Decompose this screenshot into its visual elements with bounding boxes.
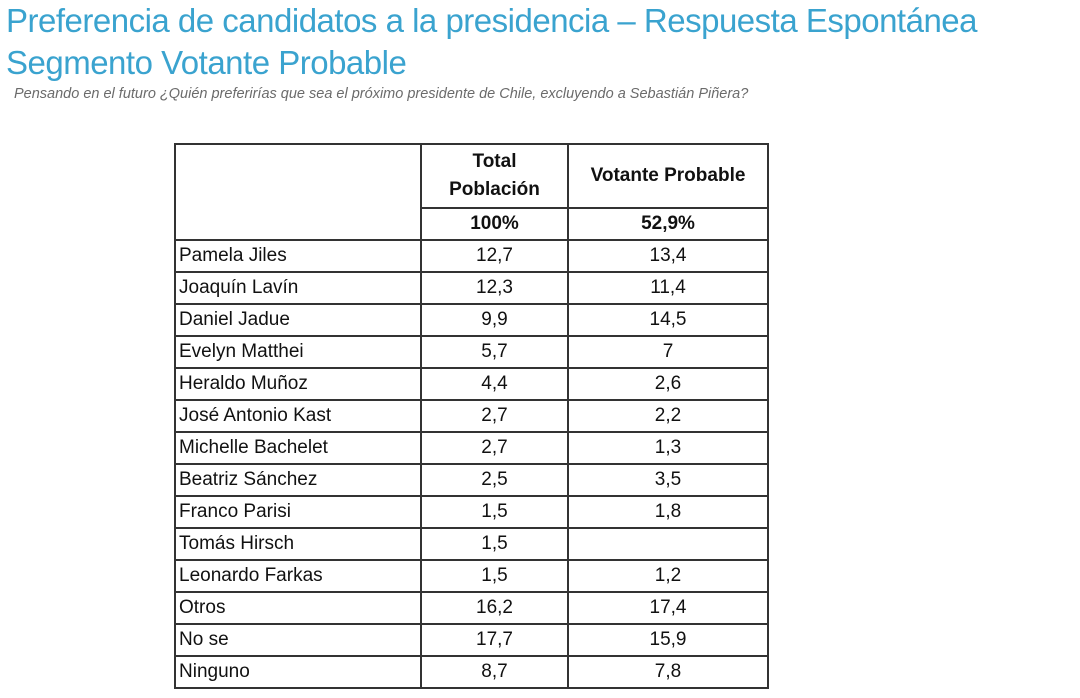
candidate-name: Pamela Jiles [174, 239, 422, 273]
candidate-name: No se [174, 623, 422, 657]
total-poblacion-value: 16,2 [420, 591, 569, 625]
candidate-name: Otros [174, 591, 422, 625]
candidate-name: Ninguno [174, 655, 422, 689]
votante-probable-value: 13,4 [567, 239, 769, 273]
votante-probable-value: 7,8 [567, 655, 769, 689]
votante-probable-value: 15,9 [567, 623, 769, 657]
header-totals-row: 100% 52,9% [175, 207, 769, 241]
total-poblacion-value: 9,9 [420, 303, 569, 337]
header-row: Total Población Votante Probable [174, 143, 769, 241]
table-row: Michelle Bachelet 2,7 1,3 [174, 431, 769, 465]
votante-probable-value: 7 [567, 335, 769, 369]
votante-probable-value: 1,2 [567, 559, 769, 593]
candidate-name: Franco Parisi [174, 495, 422, 529]
candidate-name: Evelyn Matthei [174, 335, 422, 369]
votante-probable-value [567, 527, 769, 561]
votante-probable-value: 2,2 [567, 399, 769, 433]
candidate-name: Leonardo Farkas [174, 559, 422, 593]
total-poblacion-value: 2,7 [420, 399, 569, 433]
votante-probable-percent: 52,9% [567, 207, 769, 241]
total-poblacion-value: 1,5 [420, 527, 569, 561]
table-row: José Antonio Kast 2,7 2,2 [174, 399, 769, 433]
page-title: Preferencia de candidatos a la presidenc… [6, 0, 978, 84]
table-row: Ninguno 8,7 7,8 [174, 655, 769, 689]
total-poblacion-value: 17,7 [420, 623, 569, 657]
total-poblacion-value: 4,4 [420, 367, 569, 401]
total-poblacion-value: 12,7 [420, 239, 569, 273]
candidate-name: Daniel Jadue [174, 303, 422, 337]
votante-probable-value: 1,3 [567, 431, 769, 465]
table-row: Evelyn Matthei 5,7 7 [174, 335, 769, 369]
empty-header-cell [174, 143, 422, 241]
table-row: Franco Parisi 1,5 1,8 [174, 495, 769, 529]
votante-probable-value: 17,4 [567, 591, 769, 625]
candidate-name: Beatriz Sánchez [174, 463, 422, 497]
title-line-2: Segmento Votante Probable [6, 44, 407, 81]
total-poblacion-value: 5,7 [420, 335, 569, 369]
question-subtitle: Pensando en el futuro ¿Quién preferirías… [14, 86, 749, 102]
votante-probable-value: 11,4 [567, 271, 769, 305]
total-poblacion-value: 8,7 [420, 655, 569, 689]
candidate-name: Michelle Bachelet [174, 431, 422, 465]
candidate-name: Joaquín Lavín [174, 271, 422, 305]
table-row: No se 17,7 15,9 [174, 623, 769, 657]
total-poblacion-value: 1,5 [420, 495, 569, 529]
table-row: Tomás Hirsch 1,5 [174, 527, 769, 561]
table-row: Otros 16,2 17,4 [174, 591, 769, 625]
title-line-1: Preferencia de candidatos a la presidenc… [6, 2, 978, 39]
header-total-poblacion: Total Población [420, 143, 569, 209]
total-poblacion-value: 2,5 [420, 463, 569, 497]
votante-probable-value: 3,5 [567, 463, 769, 497]
votante-probable-value: 14,5 [567, 303, 769, 337]
total-poblacion-percent: 100% [420, 207, 569, 241]
candidate-name: José Antonio Kast [174, 399, 422, 433]
total-poblacion-value: 1,5 [420, 559, 569, 593]
candidate-name: Heraldo Muñoz [174, 367, 422, 401]
total-poblacion-value: 2,7 [420, 431, 569, 465]
table-row: Joaquín Lavín 12,3 11,4 [174, 271, 769, 305]
votante-probable-value: 1,8 [567, 495, 769, 529]
table-row: Beatriz Sánchez 2,5 3,5 [174, 463, 769, 497]
results-table: Total Población Votante Probable 100% 52… [174, 143, 769, 689]
candidate-name: Tomás Hirsch [174, 527, 422, 561]
table-row: Daniel Jadue 9,9 14,5 [174, 303, 769, 337]
header-votante-probable: Votante Probable [567, 143, 769, 209]
total-poblacion-value: 12,3 [420, 271, 569, 305]
table-row: Heraldo Muñoz 4,4 2,6 [174, 367, 769, 401]
table-row: Leonardo Farkas 1,5 1,2 [174, 559, 769, 593]
votante-probable-value: 2,6 [567, 367, 769, 401]
table-row: Pamela Jiles 12,7 13,4 [174, 239, 769, 273]
